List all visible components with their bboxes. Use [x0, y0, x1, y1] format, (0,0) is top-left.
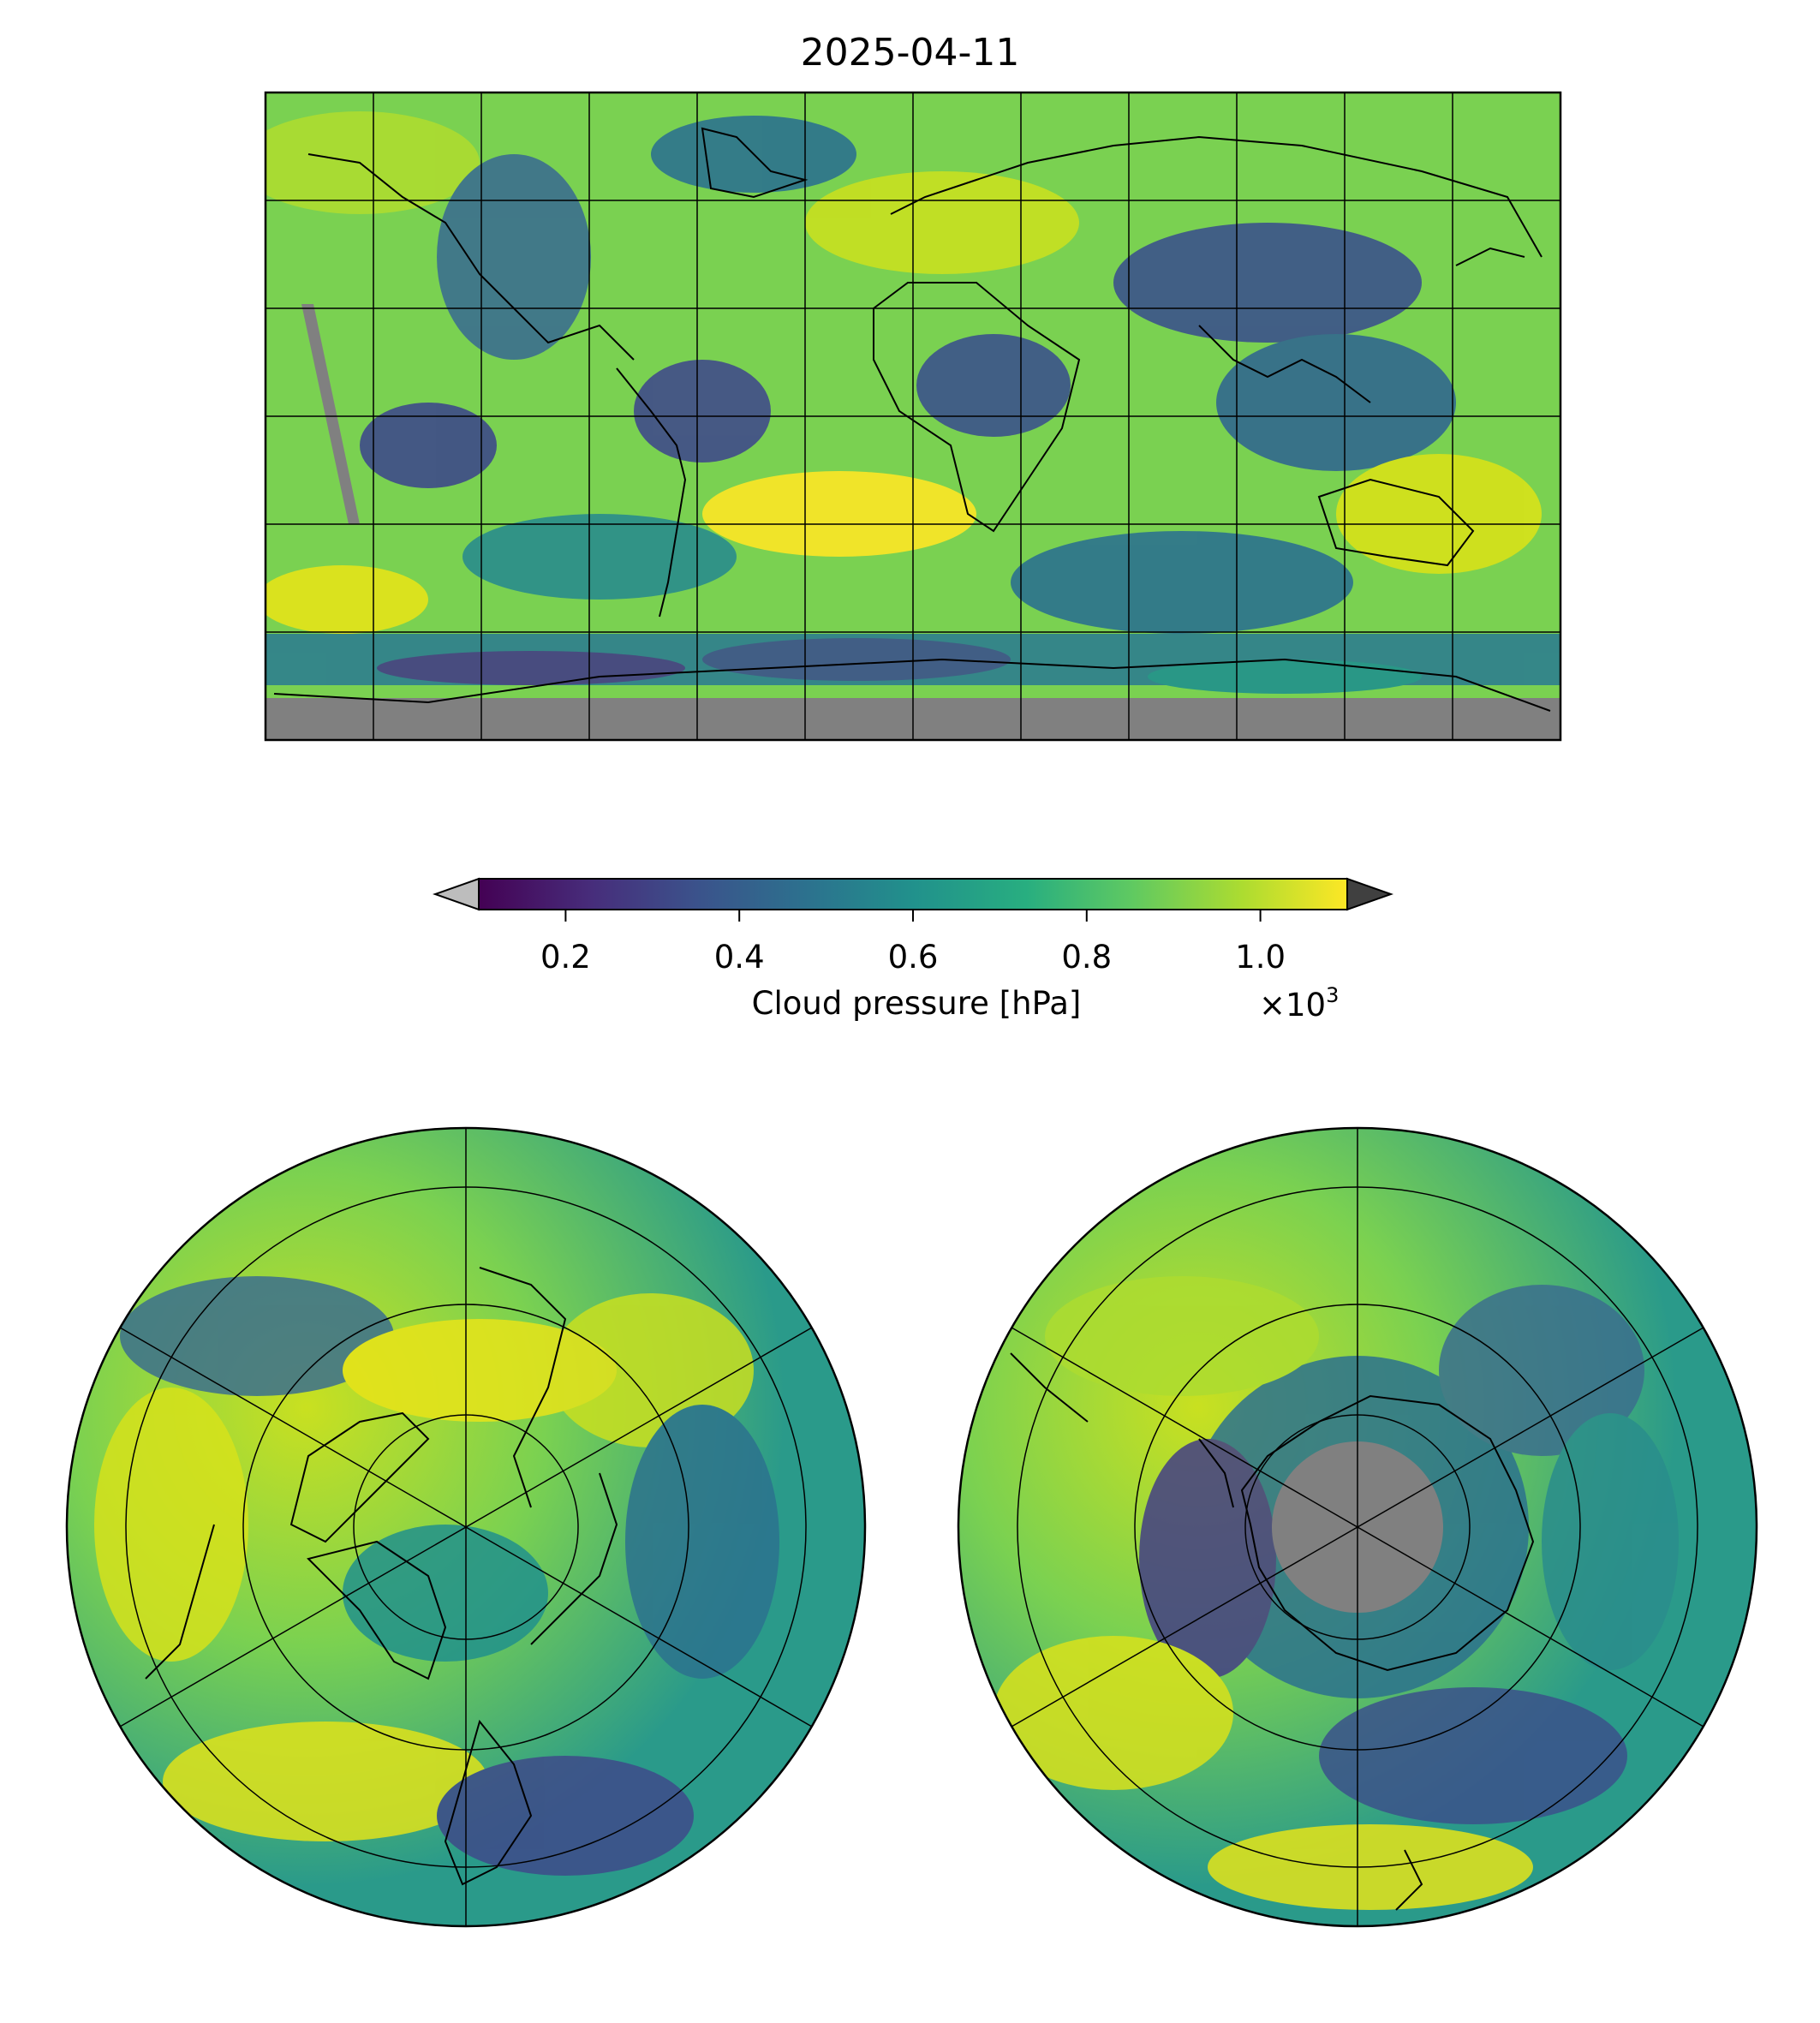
north-map-frame: [65, 1126, 867, 1928]
colorbar-tick-label: 1.0: [1235, 939, 1286, 976]
north-polar-map: [65, 1126, 867, 1928]
colorbar-under-extension: [432, 877, 480, 911]
colorbar-multiplier-exponent: 3: [1326, 983, 1340, 1007]
colorbar-tick-label: 0.2: [540, 939, 591, 976]
colorbar: [432, 877, 1394, 922]
south-polar-map: [957, 1126, 1758, 1928]
global-gridlines: [266, 92, 1560, 740]
colorbar-tickmarks: [564, 910, 1262, 922]
colorbar-tick-label: 0.4: [713, 939, 765, 976]
colorbar-multiplier: ×103: [1259, 983, 1339, 1023]
global-map-frame: [264, 91, 1562, 742]
south-map-frame: [957, 1126, 1758, 1928]
colorbar-gradient: [479, 879, 1347, 910]
south-gridlines: [1011, 1128, 1704, 1926]
south-coastlines: [1010, 1352, 1535, 1911]
colorbar-tick-label: 0.8: [1061, 939, 1113, 976]
north-gridlines: [119, 1128, 813, 1926]
colorbar-multiplier-base: ×10: [1259, 987, 1327, 1023]
global-map: [264, 91, 1562, 742]
figure-title: 2025-04-11: [800, 31, 1020, 75]
colorbar-label: Cloud pressure [hPa]: [751, 985, 1082, 1022]
north-cloud-patches: [94, 1276, 779, 1876]
global-no-data-swath: [301, 304, 360, 524]
colorbar-over-extension: [1346, 877, 1394, 911]
north-coastlines: [145, 1267, 618, 1886]
colorbar-tick-label: 0.6: [887, 939, 939, 976]
